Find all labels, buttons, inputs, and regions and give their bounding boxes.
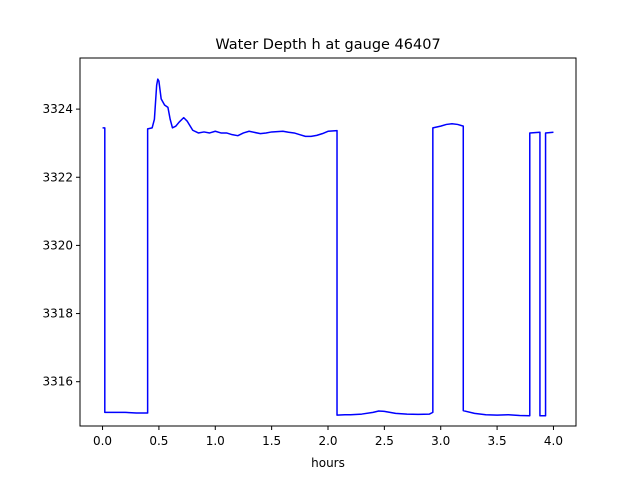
y-tick-label: 3320 — [42, 238, 73, 252]
y-tick-label: 3324 — [42, 102, 73, 116]
x-tick-label: 4.0 — [544, 434, 563, 448]
x-tick-label: 1.0 — [206, 434, 225, 448]
x-tick-label: 1.5 — [262, 434, 281, 448]
series-line — [102, 78, 554, 417]
y-tick-label: 3322 — [42, 170, 73, 184]
plot-frame — [79, 57, 577, 427]
x-tick-label: 2.0 — [318, 434, 337, 448]
chart-title: Water Depth h at gauge 46407 — [215, 37, 440, 53]
x-tick-label: 2.5 — [375, 434, 394, 448]
x-tick-label: 0.0 — [93, 434, 112, 448]
y-axis-ticks: 3316 3318 3320 3322 3324 — [42, 102, 80, 389]
x-axis-label: hours — [311, 456, 345, 470]
x-tick-label: 0.5 — [149, 434, 168, 448]
series-layer — [102, 78, 554, 417]
y-tick-label: 3318 — [42, 307, 73, 321]
x-axis-ticks: 0.0 0.5 1.0 1.5 2.0 2.5 3.0 3.5 4.0 — [93, 426, 563, 448]
y-tick-label: 3316 — [42, 375, 73, 389]
x-tick-label: 3.5 — [488, 434, 507, 448]
x-tick-label: 3.0 — [431, 434, 450, 448]
